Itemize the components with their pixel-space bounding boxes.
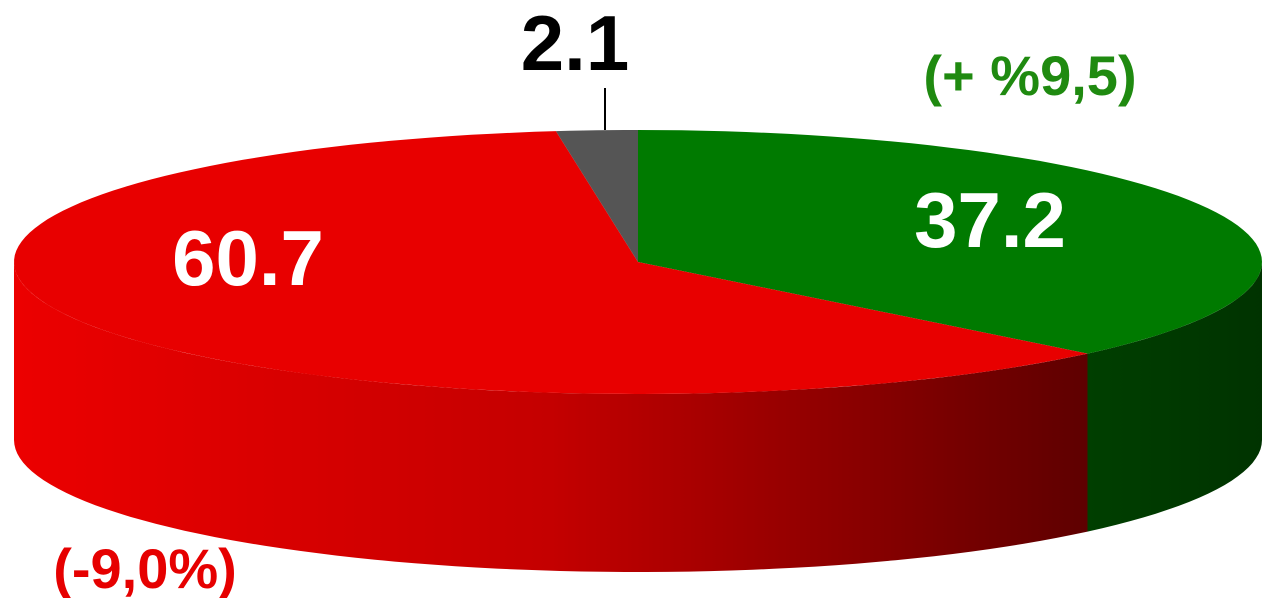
slice-change-label: (-9,0%) (53, 537, 237, 598)
slice-37-2-side (1087, 262, 1262, 532)
slice-value-label: 37.2 (914, 176, 1066, 264)
slice-37-2-top (638, 130, 1262, 354)
pie-top-faces (14, 130, 1262, 394)
slice-labels: 37.2 (+ %9,5) 60.7 (-9,0%) 2.1 (53, 0, 1136, 598)
slice-change-label: (+ %9,5) (923, 44, 1136, 107)
slice-60-7-side (14, 262, 1088, 572)
slice-60-7-top (14, 131, 1088, 394)
slice-value-label: 2.1 (521, 0, 629, 87)
pie-side-walls (14, 262, 1262, 572)
slice-value-label: 60.7 (172, 214, 324, 302)
slice-2-1-top (555, 130, 638, 262)
